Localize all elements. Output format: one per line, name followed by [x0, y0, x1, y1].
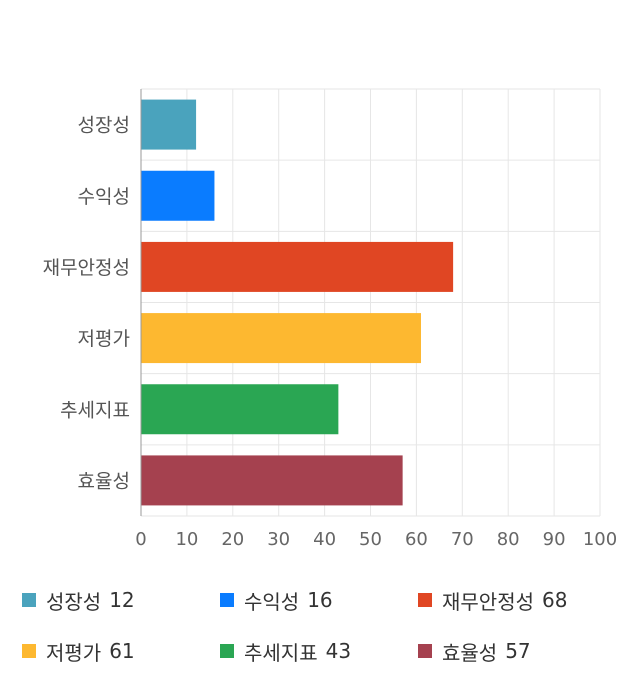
bar — [141, 170, 215, 221]
legend-swatch — [22, 593, 36, 607]
bar — [141, 241, 454, 292]
category-label: 추세지표 — [60, 399, 130, 421]
legend-item: 효율성 57 — [418, 636, 531, 666]
legend: 성장성 12 수익성 16 재무안정성 68 저평가 61 추세지표 43 효율… — [0, 575, 640, 685]
category-label: 저평가 — [78, 328, 130, 350]
legend-value: 61 — [109, 639, 135, 663]
bars — [141, 99, 454, 506]
legend-swatch — [220, 593, 234, 607]
legend-item: 재무안정성 68 — [418, 585, 567, 615]
legend-value: 57 — [505, 639, 531, 663]
legend-label: 수익성 — [244, 589, 300, 614]
x-tick-label: 60 — [405, 529, 428, 550]
legend-label: 성장성 — [46, 589, 102, 614]
legend-swatch — [220, 644, 234, 658]
x-tick-label: 10 — [175, 529, 198, 550]
x-tick-label: 100 — [583, 529, 617, 550]
legend-value: 16 — [307, 588, 333, 612]
legend-item: 저평가 61 — [22, 636, 135, 666]
category-label: 수익성 — [78, 186, 130, 208]
legend-item: 추세지표 43 — [220, 636, 351, 666]
x-tick-label: 40 — [313, 529, 336, 550]
x-tick-label: 50 — [359, 529, 382, 550]
x-tick-label: 70 — [451, 529, 474, 550]
category-label: 성장성 — [78, 115, 130, 137]
legend-label: 저평가 — [46, 640, 102, 665]
legend-label: 재무안정성 — [442, 589, 534, 614]
horizontal-gridlines — [141, 88, 600, 517]
x-tick-label: 20 — [221, 529, 244, 550]
bar — [141, 384, 339, 435]
bar — [141, 99, 197, 150]
category-label: 재무안정성 — [43, 257, 130, 279]
x-tick-label: 30 — [267, 529, 290, 550]
legend-label: 효율성 — [442, 640, 498, 665]
legend-item: 성장성 12 — [22, 585, 135, 615]
legend-item: 수익성 16 — [220, 585, 333, 615]
x-tick-label: 90 — [543, 529, 566, 550]
legend-value: 68 — [542, 588, 568, 612]
legend-label: 추세지표 — [244, 640, 318, 665]
legend-value: 43 — [325, 639, 352, 663]
legend-swatch — [418, 593, 432, 607]
legend-swatch — [418, 644, 432, 658]
bar — [141, 313, 421, 364]
legend-value: 12 — [109, 588, 135, 612]
x-tick-label: 0 — [135, 529, 146, 550]
legend-swatch — [22, 644, 36, 658]
bar — [141, 455, 403, 506]
category-label: 효율성 — [78, 470, 130, 492]
x-tick-label: 80 — [497, 529, 520, 550]
x-tick-labels: 0 10 20 30 40 50 60 70 80 90 100 — [135, 529, 617, 550]
